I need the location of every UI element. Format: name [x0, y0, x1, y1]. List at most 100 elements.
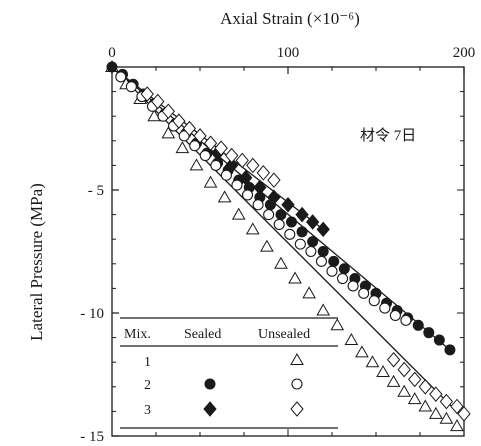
data-point-mix-2-unsealed — [284, 228, 296, 240]
data-point-mix-1-unsealed — [288, 271, 302, 284]
y-tick-label: - 15 — [80, 429, 104, 445]
data-point-mix-1-unsealed — [147, 109, 162, 122]
legend-markers — [203, 352, 304, 417]
data-point-mix-3-unsealed — [267, 172, 281, 188]
data-point-mix-2-unsealed — [315, 255, 327, 267]
data-point-mix-1-unsealed — [439, 411, 454, 424]
data-point-mix-2-sealed — [296, 226, 308, 238]
data-point-mix-3-unsealed — [397, 361, 411, 378]
data-point-mix-3-unsealed — [457, 406, 471, 422]
data-point-mix-2-unsealed — [125, 81, 137, 93]
data-point-mix-2-unsealed — [220, 169, 232, 181]
legend-marker-mix-3-sealed — [203, 401, 217, 417]
data-point-mix-3-unsealed — [439, 393, 454, 410]
legend-row-2-mix: 2 — [144, 378, 151, 393]
data-point-mix-3-unsealed — [214, 140, 228, 156]
legend-marker-mix-2-unsealed — [291, 378, 303, 390]
x-tick-label: 100 — [277, 45, 300, 61]
data-point-mix-1-unsealed — [428, 406, 443, 419]
data-point-mix-3-unsealed — [225, 147, 239, 164]
data-point-mix-1-unsealed — [189, 158, 204, 171]
data-point-mix-2-sealed — [286, 216, 298, 228]
data-point-mix-1-unsealed — [330, 318, 345, 331]
data-point-mix-2-sealed — [317, 246, 329, 257]
data-point-mix-2-sealed — [412, 319, 424, 331]
data-point-mix-3-unsealed — [193, 128, 207, 144]
data-point-mix-3-unsealed — [235, 152, 249, 169]
data-point-mix-2-unsealed — [199, 150, 211, 162]
data-point-mix-3-unsealed — [151, 93, 165, 110]
data-point-mix-1-unsealed — [245, 222, 260, 235]
legend-row-3-mix: 3 — [144, 403, 151, 418]
data-point-mix-2-unsealed — [210, 159, 222, 171]
data-point-mix-1-unsealed — [386, 374, 401, 387]
y-tick-label: - 5 — [88, 183, 104, 199]
data-point-mix-3-sealed — [305, 214, 320, 230]
data-point-mix-3-unsealed — [450, 398, 464, 415]
data-point-mix-3-unsealed — [386, 351, 401, 368]
data-point-mix-3-unsealed — [172, 113, 186, 129]
series-mix-3-sealed — [210, 145, 330, 238]
data-point-mix-3-sealed — [295, 206, 309, 223]
y-tick-label: - 10 — [80, 306, 104, 322]
series-mix-3-unsealed — [140, 86, 471, 422]
data-point-mix-3-unsealed — [140, 86, 154, 102]
data-point-mix-1-unsealed — [376, 365, 390, 378]
data-point-mix-3-unsealed — [182, 120, 197, 137]
data-point-mix-1-unsealed — [161, 126, 176, 139]
legend-header-sealed: Sealed — [184, 327, 221, 342]
data-point-mix-3-unsealed — [408, 371, 422, 388]
x-tick-label: 200 — [453, 45, 476, 61]
series-mix-1-unsealed — [105, 59, 464, 432]
data-point-mix-2-unsealed — [337, 273, 349, 285]
data-point-mix-2-unsealed — [252, 199, 264, 211]
data-point-mix-3-unsealed — [429, 386, 443, 402]
series-mix-2-unsealed — [115, 71, 412, 326]
legend-marker-mix-2-sealed — [204, 378, 216, 390]
data-point-mix-1-unsealed — [397, 384, 412, 397]
data-point-mix-3-sealed — [253, 179, 267, 196]
data-point-mix-1-unsealed — [175, 141, 190, 154]
data-point-mix-3-sealed — [316, 221, 330, 238]
legend-marker-mix-3-unsealed — [290, 401, 304, 417]
data-point-mix-2-unsealed — [389, 309, 401, 322]
data-point-mix-2-unsealed — [263, 209, 275, 221]
legend: Mix. Sealed Unsealed 1 2 3 — [120, 317, 338, 429]
data-point-mix-2-sealed — [338, 263, 350, 275]
data-point-mix-2-sealed — [275, 209, 287, 221]
data-point-mix-2-unsealed — [358, 287, 370, 299]
data-point-mix-1-unsealed — [274, 256, 288, 269]
y-axis-title: Lateral Pressure (MPa) — [27, 183, 46, 341]
data-point-mix-1-unsealed — [344, 333, 359, 346]
x-tick-label: 0 — [108, 45, 116, 61]
age-annotation: 材令 7日 — [360, 127, 416, 144]
data-point-mix-3-unsealed — [161, 103, 175, 120]
data-point-mix-2-sealed — [433, 334, 445, 346]
data-point-mix-1-unsealed — [302, 286, 316, 299]
data-point-mix-2-unsealed — [273, 218, 285, 230]
data-point-mix-1-unsealed — [231, 207, 246, 220]
data-point-mix-2-sealed — [444, 344, 456, 356]
data-point-mix-2-unsealed — [231, 179, 243, 191]
data-point-mix-2-sealed — [106, 61, 118, 73]
data-point-mix-2-unsealed — [294, 238, 306, 250]
data-point-mix-3-unsealed — [246, 157, 260, 174]
data-point-mix-1-unsealed — [355, 345, 369, 358]
legend-marker-mix-1-unsealed — [290, 352, 304, 365]
data-point-mix-2-unsealed — [379, 302, 391, 314]
data-point-mix-3-sealed — [267, 189, 281, 206]
data-point-mix-1-unsealed — [450, 419, 464, 432]
data-point-mix-1-unsealed — [316, 303, 331, 316]
data-point-mix-1-unsealed — [203, 175, 218, 188]
x-axis-title: Axial Strain (×10⁻⁶) — [220, 9, 360, 28]
data-point-mix-2-unsealed — [400, 314, 412, 326]
legend-header-mix: Mix. — [124, 327, 151, 342]
data-point-mix-2-sealed — [328, 255, 340, 267]
data-point-mix-2-unsealed — [326, 265, 338, 277]
data-point-mix-1-unsealed — [418, 399, 433, 412]
data-point-mix-1-unsealed — [407, 392, 422, 405]
data-point-mix-1-unsealed — [365, 355, 380, 368]
data-point-mix-2-unsealed — [115, 71, 127, 83]
data-point-mix-2-unsealed — [305, 245, 317, 258]
